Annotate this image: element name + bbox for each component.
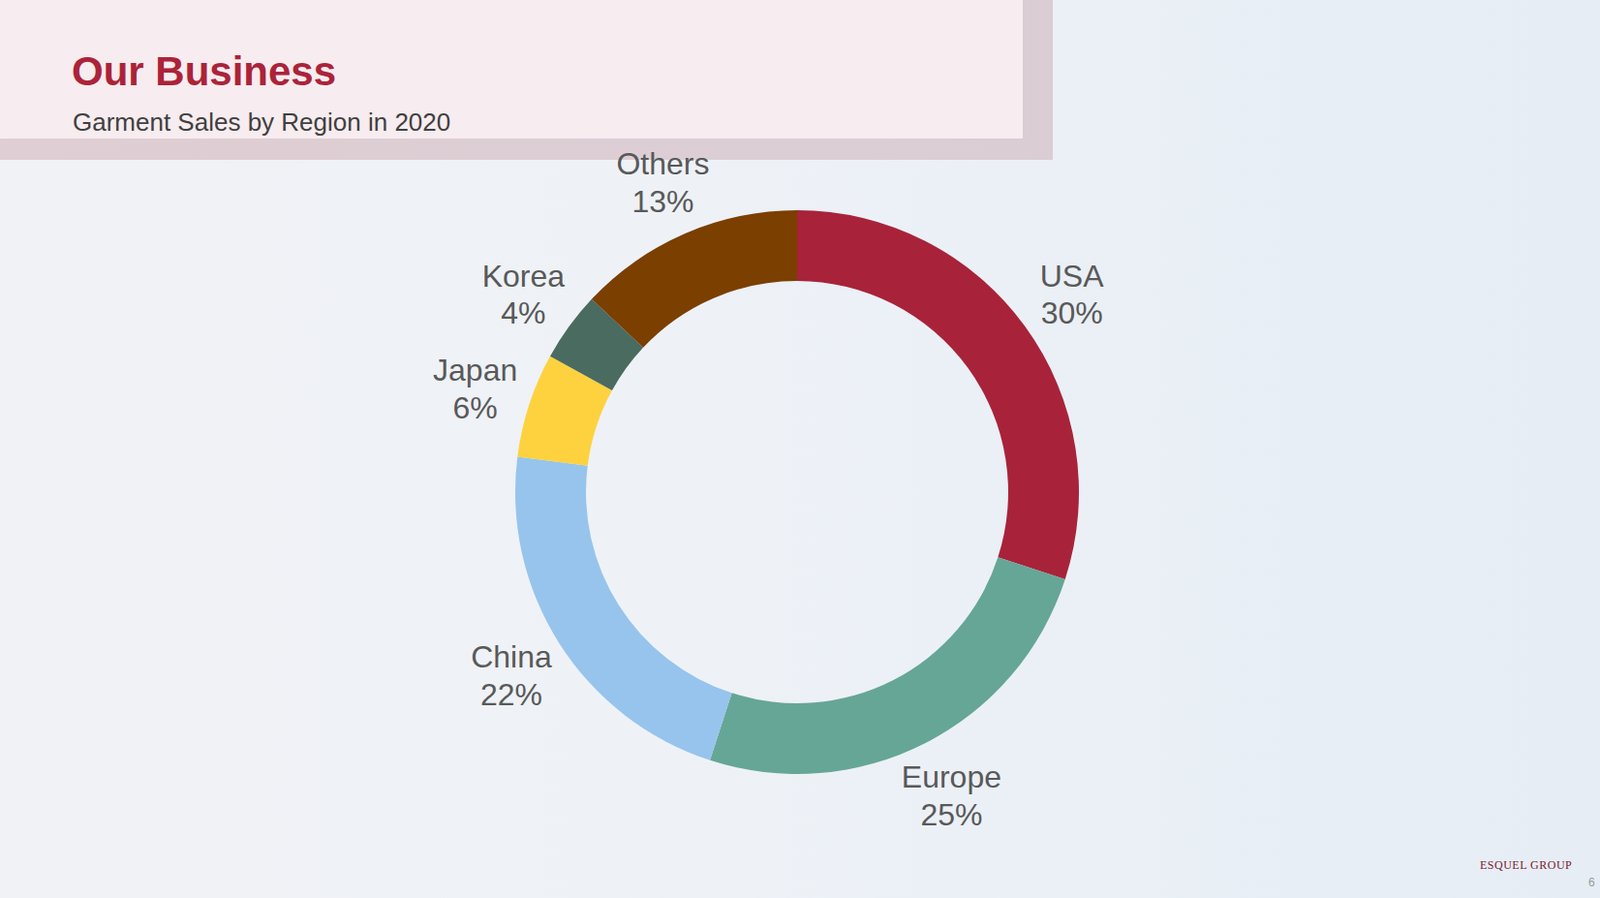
html-text:Our Business: Our Business <box>71 48 337 94</box>
html-text:Garment Sales by Region in 202: Garment Sales by Region in 2020 <box>72 107 451 137</box>
svg-text:Korea4%: Korea4% <box>482 258 566 331</box>
svg-text:Japan6%: Japan6% <box>432 352 518 425</box>
svg-text:USA30%: USA30% <box>1040 258 1105 331</box>
svg-text:Others13%: Others13% <box>615 146 709 218</box>
svg-text:Europe25%: Europe25% <box>901 759 1002 831</box>
html-text:ESQUEL GROUP: ESQUEL GROUP <box>1479 858 1573 872</box>
html-text:6: 6 <box>1588 875 1595 890</box>
svg-text:China22%: China22% <box>470 639 553 711</box>
